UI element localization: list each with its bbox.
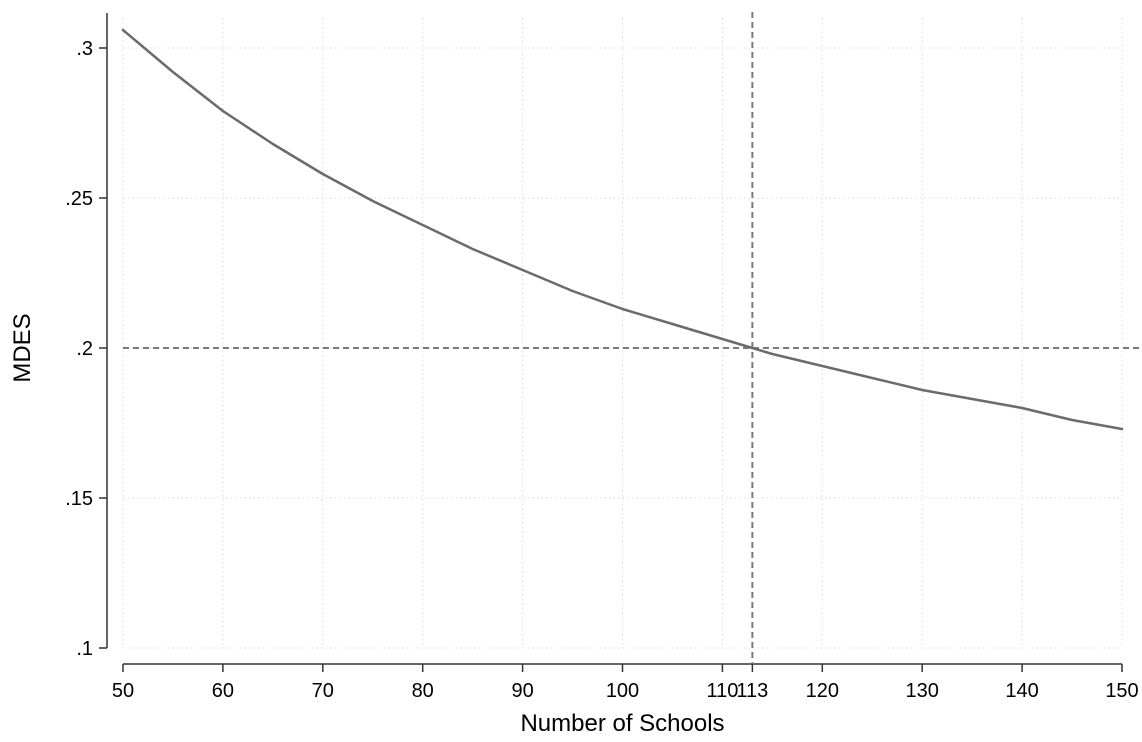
x-tick-label: 80 bbox=[412, 680, 434, 702]
y-tick-label: .1 bbox=[76, 638, 93, 660]
x-tick-label: 110 bbox=[706, 680, 738, 702]
x-tick-label: 50 bbox=[112, 680, 134, 702]
x-tick-label: 70 bbox=[312, 680, 334, 702]
series-layer bbox=[121, 28, 1124, 431]
y-axis-title: MDES bbox=[9, 313, 36, 382]
axes-layer bbox=[106, 13, 1122, 665]
x-tick-label: 113 bbox=[736, 680, 768, 702]
y-tick-label: .15 bbox=[65, 488, 93, 510]
mdes-curve bbox=[121, 28, 1124, 431]
x-tick-label: 100 bbox=[606, 680, 639, 702]
grid-layer bbox=[122, 18, 1123, 649]
y-tick-label: .3 bbox=[76, 38, 93, 60]
x-axis-title: Number of Schools bbox=[520, 710, 724, 737]
y-tick-label: .25 bbox=[65, 188, 93, 210]
x-tick-label: 90 bbox=[511, 680, 533, 702]
x-tick-label: 150 bbox=[1105, 680, 1138, 702]
reference-lines-layer bbox=[123, 12, 1140, 664]
x-tick-label: 130 bbox=[906, 680, 939, 702]
y-tick-label: .2 bbox=[76, 338, 93, 360]
x-tick-label: 120 bbox=[806, 680, 839, 702]
x-tick-label: 140 bbox=[1005, 680, 1038, 702]
x-tick-label: 60 bbox=[212, 680, 234, 702]
